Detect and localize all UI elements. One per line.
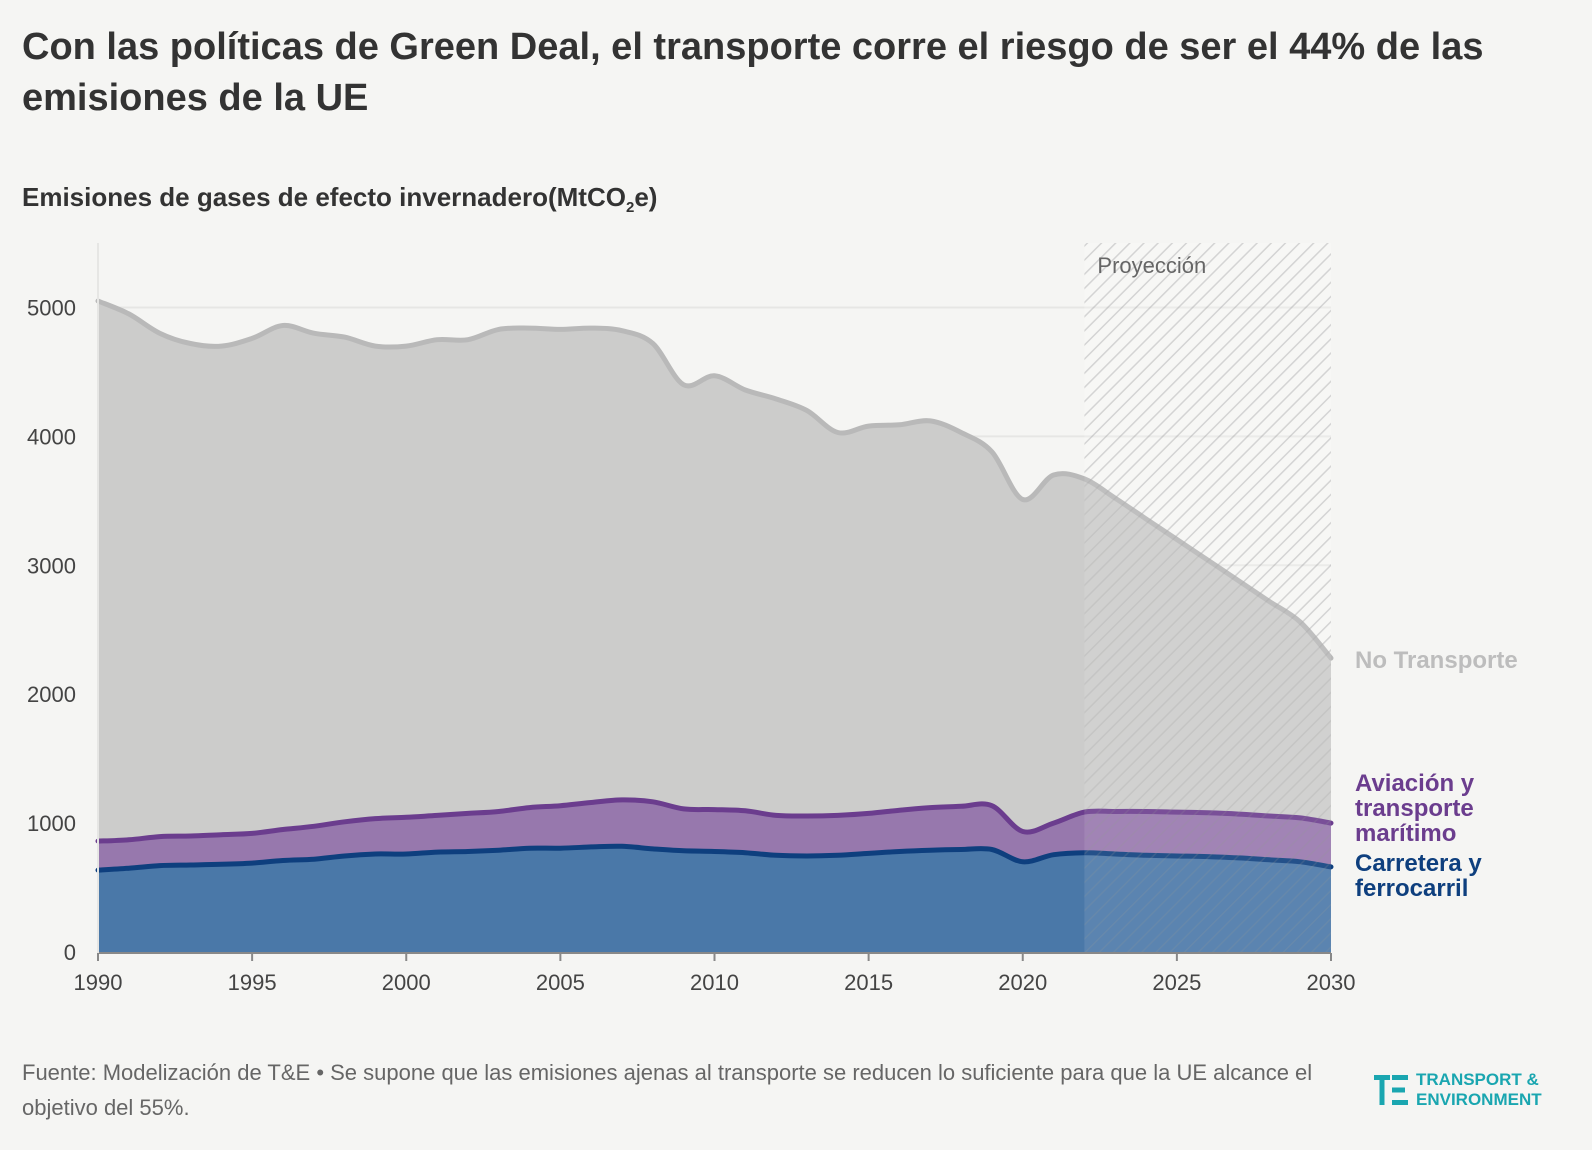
logo-line-1: TRANSPORT & xyxy=(1416,1070,1539,1089)
series-labels: No Transporte Aviación y transporte marítim… xyxy=(1355,647,1518,902)
label-no-transport: No Transporte xyxy=(1355,647,1518,674)
area-no-transport xyxy=(98,301,1331,842)
chart-title: Con las políticas de Green Deal, el tran… xyxy=(22,26,1484,119)
logo-text: TRANSPORT & ENVIRONMENT xyxy=(1416,1070,1542,1110)
label-aviation: Aviación y transporte marítimo xyxy=(1355,770,1475,847)
subtitle-end: e) xyxy=(634,182,658,212)
x-tick-2000: 2000 xyxy=(382,970,431,995)
subtitle-main: Emisiones de gases de efecto invernadero… xyxy=(22,182,626,212)
chart-subtitle: Emisiones de gases de efecto invernadero… xyxy=(22,182,657,216)
x-tick-1990: 1990 xyxy=(74,970,123,995)
x-axis-ticks: 1990 1995 2000 2005 2010 2015 2020 2025 2030 xyxy=(74,953,1356,995)
transport-environment-logo: TRANSPORT & ENVIRONMENT xyxy=(1372,1068,1562,1112)
x-tick-2020: 2020 xyxy=(998,970,1047,995)
subtitle-subscript: 2 xyxy=(625,199,635,216)
x-tick-2005: 2005 xyxy=(536,970,585,995)
te-logo-icon xyxy=(1374,1075,1408,1105)
projection-label: Proyección xyxy=(1097,253,1206,278)
y-tick-4000: 4000 xyxy=(27,424,76,449)
projection-hatch xyxy=(1084,243,1331,952)
y-tick-0: 0 xyxy=(64,940,76,965)
x-tick-2015: 2015 xyxy=(844,970,893,995)
x-tick-1995: 1995 xyxy=(228,970,277,995)
y-tick-1000: 1000 xyxy=(27,811,76,836)
y-tick-5000: 5000 xyxy=(27,295,76,320)
area-layers xyxy=(95,298,1334,952)
y-axis-ticks: 0 1000 2000 3000 4000 5000 xyxy=(27,295,76,965)
area-road xyxy=(98,846,1331,952)
x-tick-2025: 2025 xyxy=(1152,970,1201,995)
source-note: Fuente: Modelización de T&E • Se supone … xyxy=(22,1060,1313,1120)
y-tick-2000: 2000 xyxy=(27,682,76,707)
logo-line-2: ENVIRONMENT xyxy=(1416,1090,1542,1109)
y-tick-3000: 3000 xyxy=(27,553,76,578)
x-tick-2010: 2010 xyxy=(690,970,739,995)
x-tick-2030: 2030 xyxy=(1307,970,1356,995)
label-road: Carretera y ferrocarril xyxy=(1355,850,1482,902)
